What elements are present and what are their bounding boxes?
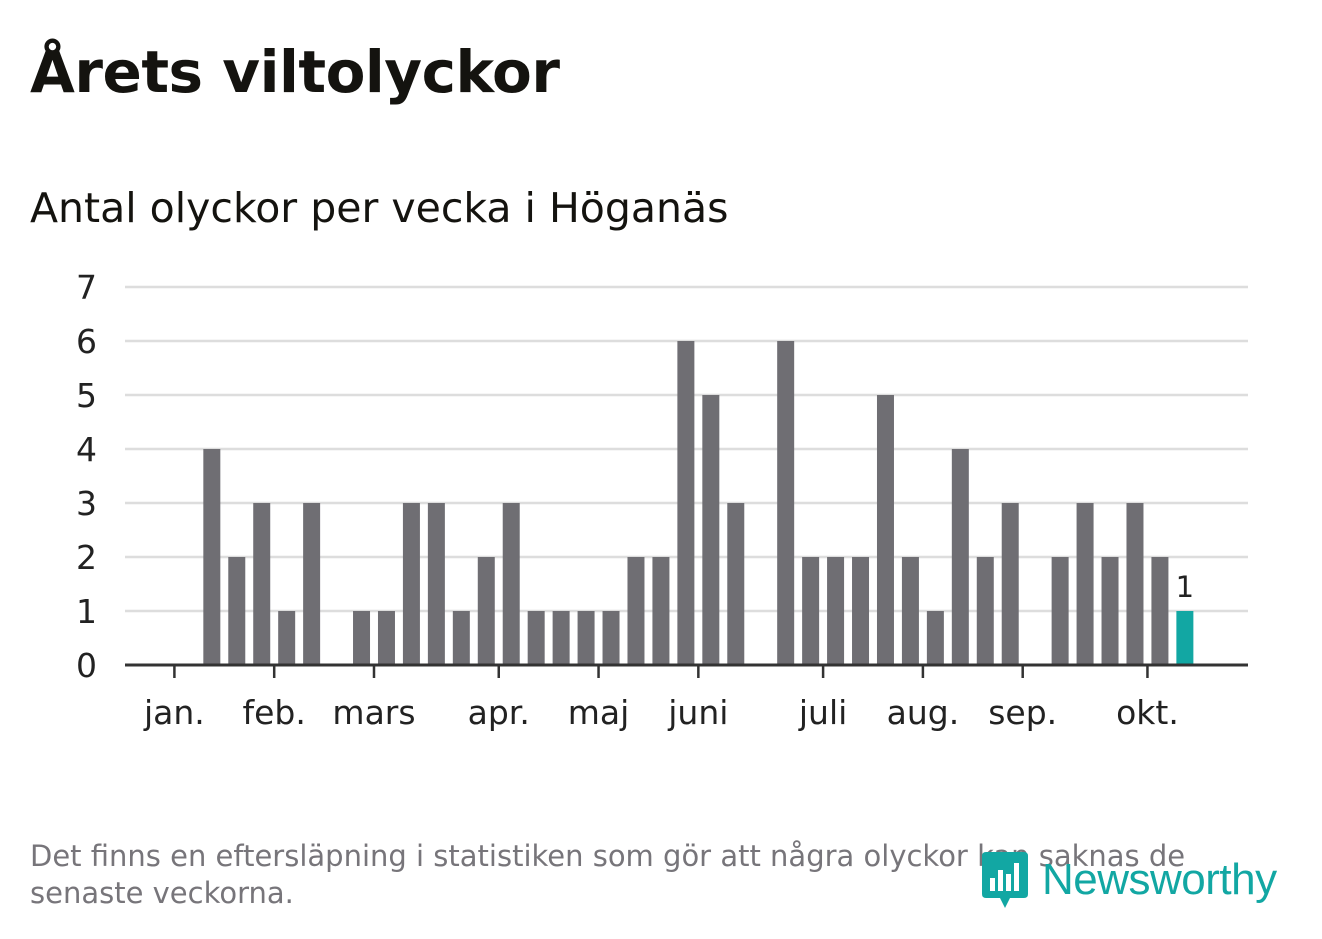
bar	[951, 449, 969, 665]
x-tick-label: juni	[667, 693, 728, 732]
y-tick-label: 7	[76, 268, 97, 307]
bar	[602, 611, 620, 665]
axes	[125, 663, 1248, 678]
bar	[1001, 503, 1019, 665]
bar-highlight	[1176, 611, 1194, 665]
bars	[203, 341, 1194, 665]
bar	[1151, 557, 1169, 665]
x-tick-label: jan.	[143, 693, 205, 732]
y-tick-label: 6	[76, 322, 97, 361]
bar	[253, 503, 271, 665]
newsworthy-logo: Newsworthy	[980, 848, 1277, 912]
bar	[1076, 503, 1094, 665]
bar	[976, 557, 994, 665]
x-tick-label: apr.	[468, 693, 530, 732]
x-tick-label: maj	[568, 693, 630, 732]
bar	[228, 557, 246, 665]
bar	[402, 503, 420, 665]
bar	[1051, 557, 1069, 665]
bar	[627, 557, 645, 665]
bar	[876, 395, 894, 665]
bar	[852, 557, 870, 665]
x-tick-label: feb.	[243, 693, 306, 732]
bar	[577, 611, 595, 665]
bar	[502, 503, 520, 665]
bar	[777, 341, 795, 665]
weekly-accidents-bar-chart: 0 1 2 3 4 5 6 7 1 jan. feb. mars apr. maj juni juli aug.…	[76, 268, 1248, 732]
bar	[477, 557, 495, 665]
bar	[827, 557, 845, 665]
x-tick-label: aug.	[887, 693, 960, 732]
bar	[452, 611, 470, 665]
bar	[727, 503, 745, 665]
bar	[901, 557, 919, 665]
bar	[203, 449, 221, 665]
bar	[677, 341, 695, 665]
bar	[377, 611, 395, 665]
bar	[926, 611, 944, 665]
bar	[652, 557, 670, 665]
x-tick-label: sep.	[988, 693, 1057, 732]
bar	[1126, 503, 1144, 665]
bar	[1101, 557, 1119, 665]
bar	[802, 557, 820, 665]
bar-value-label: 1	[1176, 570, 1194, 604]
y-tick-label: 2	[76, 538, 97, 577]
bar	[303, 503, 321, 665]
y-tick-label: 4	[76, 430, 97, 469]
bar	[427, 503, 445, 665]
y-tick-label: 5	[76, 376, 97, 415]
bar-chart-badge-icon	[982, 852, 1028, 908]
chart-title: Årets viltolyckor	[30, 38, 560, 106]
logo-text: Newsworthy	[1042, 855, 1277, 904]
x-tick-label: okt.	[1116, 693, 1179, 732]
x-tick-label: juli	[798, 693, 847, 732]
bar	[702, 395, 720, 665]
bar	[552, 611, 570, 665]
y-tick-label: 0	[76, 646, 97, 685]
y-tick-label: 3	[76, 484, 97, 523]
x-tick-label: mars	[332, 693, 415, 732]
y-tick-label: 1	[76, 592, 97, 631]
labels: 0 1 2 3 4 5 6 7 1 jan. feb. mars apr. maj juni juli aug.…	[76, 268, 1194, 732]
chart-subtitle: Antal olyckor per vecka i Höganäs	[30, 184, 729, 232]
bar	[353, 611, 371, 665]
bar	[278, 611, 296, 665]
bar	[527, 611, 545, 665]
